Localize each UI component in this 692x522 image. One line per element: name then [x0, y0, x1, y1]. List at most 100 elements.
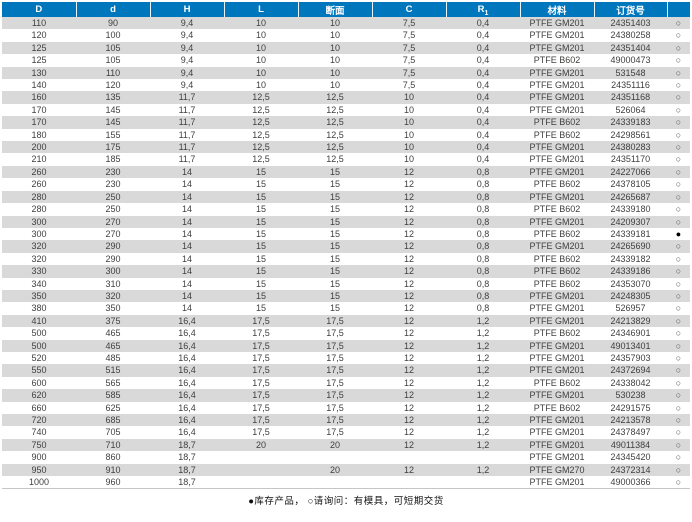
cell-cross-section: 15	[329, 241, 340, 252]
cell-L: 10	[255, 67, 266, 78]
cell-D: 720	[31, 415, 47, 425]
cell-order-number: 24380258	[610, 30, 651, 41]
table-row: 660 625 16,4 17,5 17,5 12 1,2 PTFE B602 24291575…	[2, 401, 690, 414]
cell-order-number: 24351170	[610, 154, 651, 165]
cell-d: 155	[105, 129, 121, 140]
cell-material: PTFE GM201	[529, 142, 585, 153]
table-row: 300 270 14 15 15 12 0,8 PTFE B602 24339181 ●	[2, 227, 690, 241]
cell-material: PTFE GM201	[529, 439, 585, 450]
cell-D: 260	[31, 179, 47, 190]
cell-H: 16,4	[178, 427, 196, 438]
cell-cross-section: 15	[329, 166, 340, 177]
cell-L: 17,5	[252, 315, 270, 326]
cell-material: PTFE GM201	[529, 18, 585, 28]
availability-indicator: ○	[675, 166, 682, 177]
cell-d: 565	[105, 377, 121, 388]
cell-D: 200	[31, 142, 47, 153]
availability-indicator: ○	[675, 390, 682, 401]
cell-H: 14	[181, 191, 192, 202]
availability-indicator: ○	[675, 30, 682, 41]
cell-material: PTFE GM201	[529, 340, 585, 351]
cell-cross-section: 17,5	[326, 328, 344, 339]
cell-L: 15	[255, 290, 266, 301]
stock-legend: ●库存产品， ○请询问：有模具，可短期交货	[248, 496, 444, 508]
cell-cross-section: 17,5	[326, 415, 344, 425]
cell-R1: 0,8	[476, 204, 490, 215]
cell-cross-section: 12,5	[326, 142, 344, 153]
col-header-L: L	[223, 2, 298, 17]
cell-R1: 0,4	[476, 104, 490, 115]
cell-H: 14	[181, 241, 192, 252]
cell-d: 300	[105, 266, 121, 277]
availability-indicator: ○	[675, 439, 682, 450]
cell-d: 270	[105, 216, 121, 227]
cell-L: 12,5	[252, 129, 270, 140]
cell-cross-section: 12,5	[326, 117, 344, 128]
cell-D: 950	[31, 464, 47, 475]
cell-H: 16,4	[178, 415, 196, 425]
cell-L	[224, 451, 298, 463]
availability-indicator: ○	[675, 191, 682, 202]
cell-L: 15	[255, 253, 266, 264]
col-header-material: 材料	[519, 2, 594, 17]
availability-indicator: ○	[675, 55, 682, 66]
cell-R1: 1,2	[476, 427, 490, 438]
cell-C: 12	[403, 278, 414, 289]
cell-H: 18,7	[178, 452, 196, 463]
availability-indicator: ○	[675, 303, 682, 314]
cell-cross-section: 10	[329, 30, 340, 41]
cell-R1: 0,8	[476, 216, 490, 227]
col-header-D: D	[2, 2, 76, 17]
cell-cross-section: 17,5	[326, 352, 344, 363]
cell-material: PTFE GM270	[529, 464, 585, 475]
cell-H: 14	[181, 303, 192, 314]
cell-cross-section: 10	[329, 42, 340, 53]
cell-L: 10	[255, 30, 266, 41]
cell-C: 12	[403, 328, 414, 339]
cell-cross-section: 17,5	[326, 427, 344, 438]
availability-indicator: ○	[675, 80, 682, 91]
cell-cross-section: 15	[329, 278, 340, 289]
cell-d: 105	[105, 55, 121, 66]
cell-material: PTFE B602	[533, 228, 581, 239]
table-row: 180 155 11,7 12,5 12,5 10 0,4 PTFE B602 24298561…	[2, 128, 690, 142]
cell-C: 12	[403, 402, 414, 413]
cell-d: 290	[105, 253, 121, 264]
availability-indicator: ○	[675, 377, 682, 388]
cell-C: 12	[403, 253, 414, 264]
table-row: 120 100 9,4 10 10 7,5 0,4 PTFE GM201 24380258 ○	[2, 29, 690, 42]
cell-H: 18,7	[178, 464, 196, 475]
cell-order-number: 24351116	[611, 80, 650, 91]
cell-L: 17,5	[252, 427, 270, 438]
cell-order-number: 24298561	[610, 129, 651, 140]
cell-order-number: 526957	[615, 303, 646, 314]
cell-d: 145	[105, 104, 121, 115]
cell-order-number: 49013401	[610, 340, 651, 351]
availability-indicator: ○	[675, 154, 682, 165]
table-row: 600 565 16,4 17,5 17,5 12 1,2 PTFE B602 24338042…	[2, 376, 690, 390]
cell-d: 230	[105, 179, 121, 190]
cell-D: 660	[31, 402, 47, 413]
cell-C: 12	[403, 290, 414, 301]
cell-C: 10	[403, 154, 414, 165]
cell-R1: 0,4	[476, 92, 490, 103]
cell-C: 12	[403, 303, 414, 314]
cell-d: 910	[105, 464, 121, 475]
cell-C: 10	[403, 129, 414, 140]
cell-R1: 0,8	[476, 253, 490, 264]
cell-cross-section: 17,5	[326, 377, 344, 388]
cell-order-number: 24378105	[610, 179, 651, 190]
cell-material: PTFE B602	[533, 129, 581, 140]
cell-D: 130	[31, 67, 47, 78]
cell-d: 485	[105, 352, 121, 363]
cell-C: 7,5	[402, 42, 416, 53]
cell-L: 15	[255, 266, 266, 277]
cell-L: 10	[255, 80, 266, 91]
availability-indicator: ○	[675, 452, 682, 463]
cell-cross-section: 17,5	[326, 340, 344, 351]
table-row: 500 465 16,4 17,5 17,5 12 1,2 PTFE GM201 4901340…	[2, 339, 690, 352]
cell-C: 12	[403, 241, 414, 252]
cell-D: 260	[31, 166, 47, 177]
cell-cross-section: 12,5	[326, 104, 344, 115]
cell-cross-section: 10	[329, 80, 340, 91]
